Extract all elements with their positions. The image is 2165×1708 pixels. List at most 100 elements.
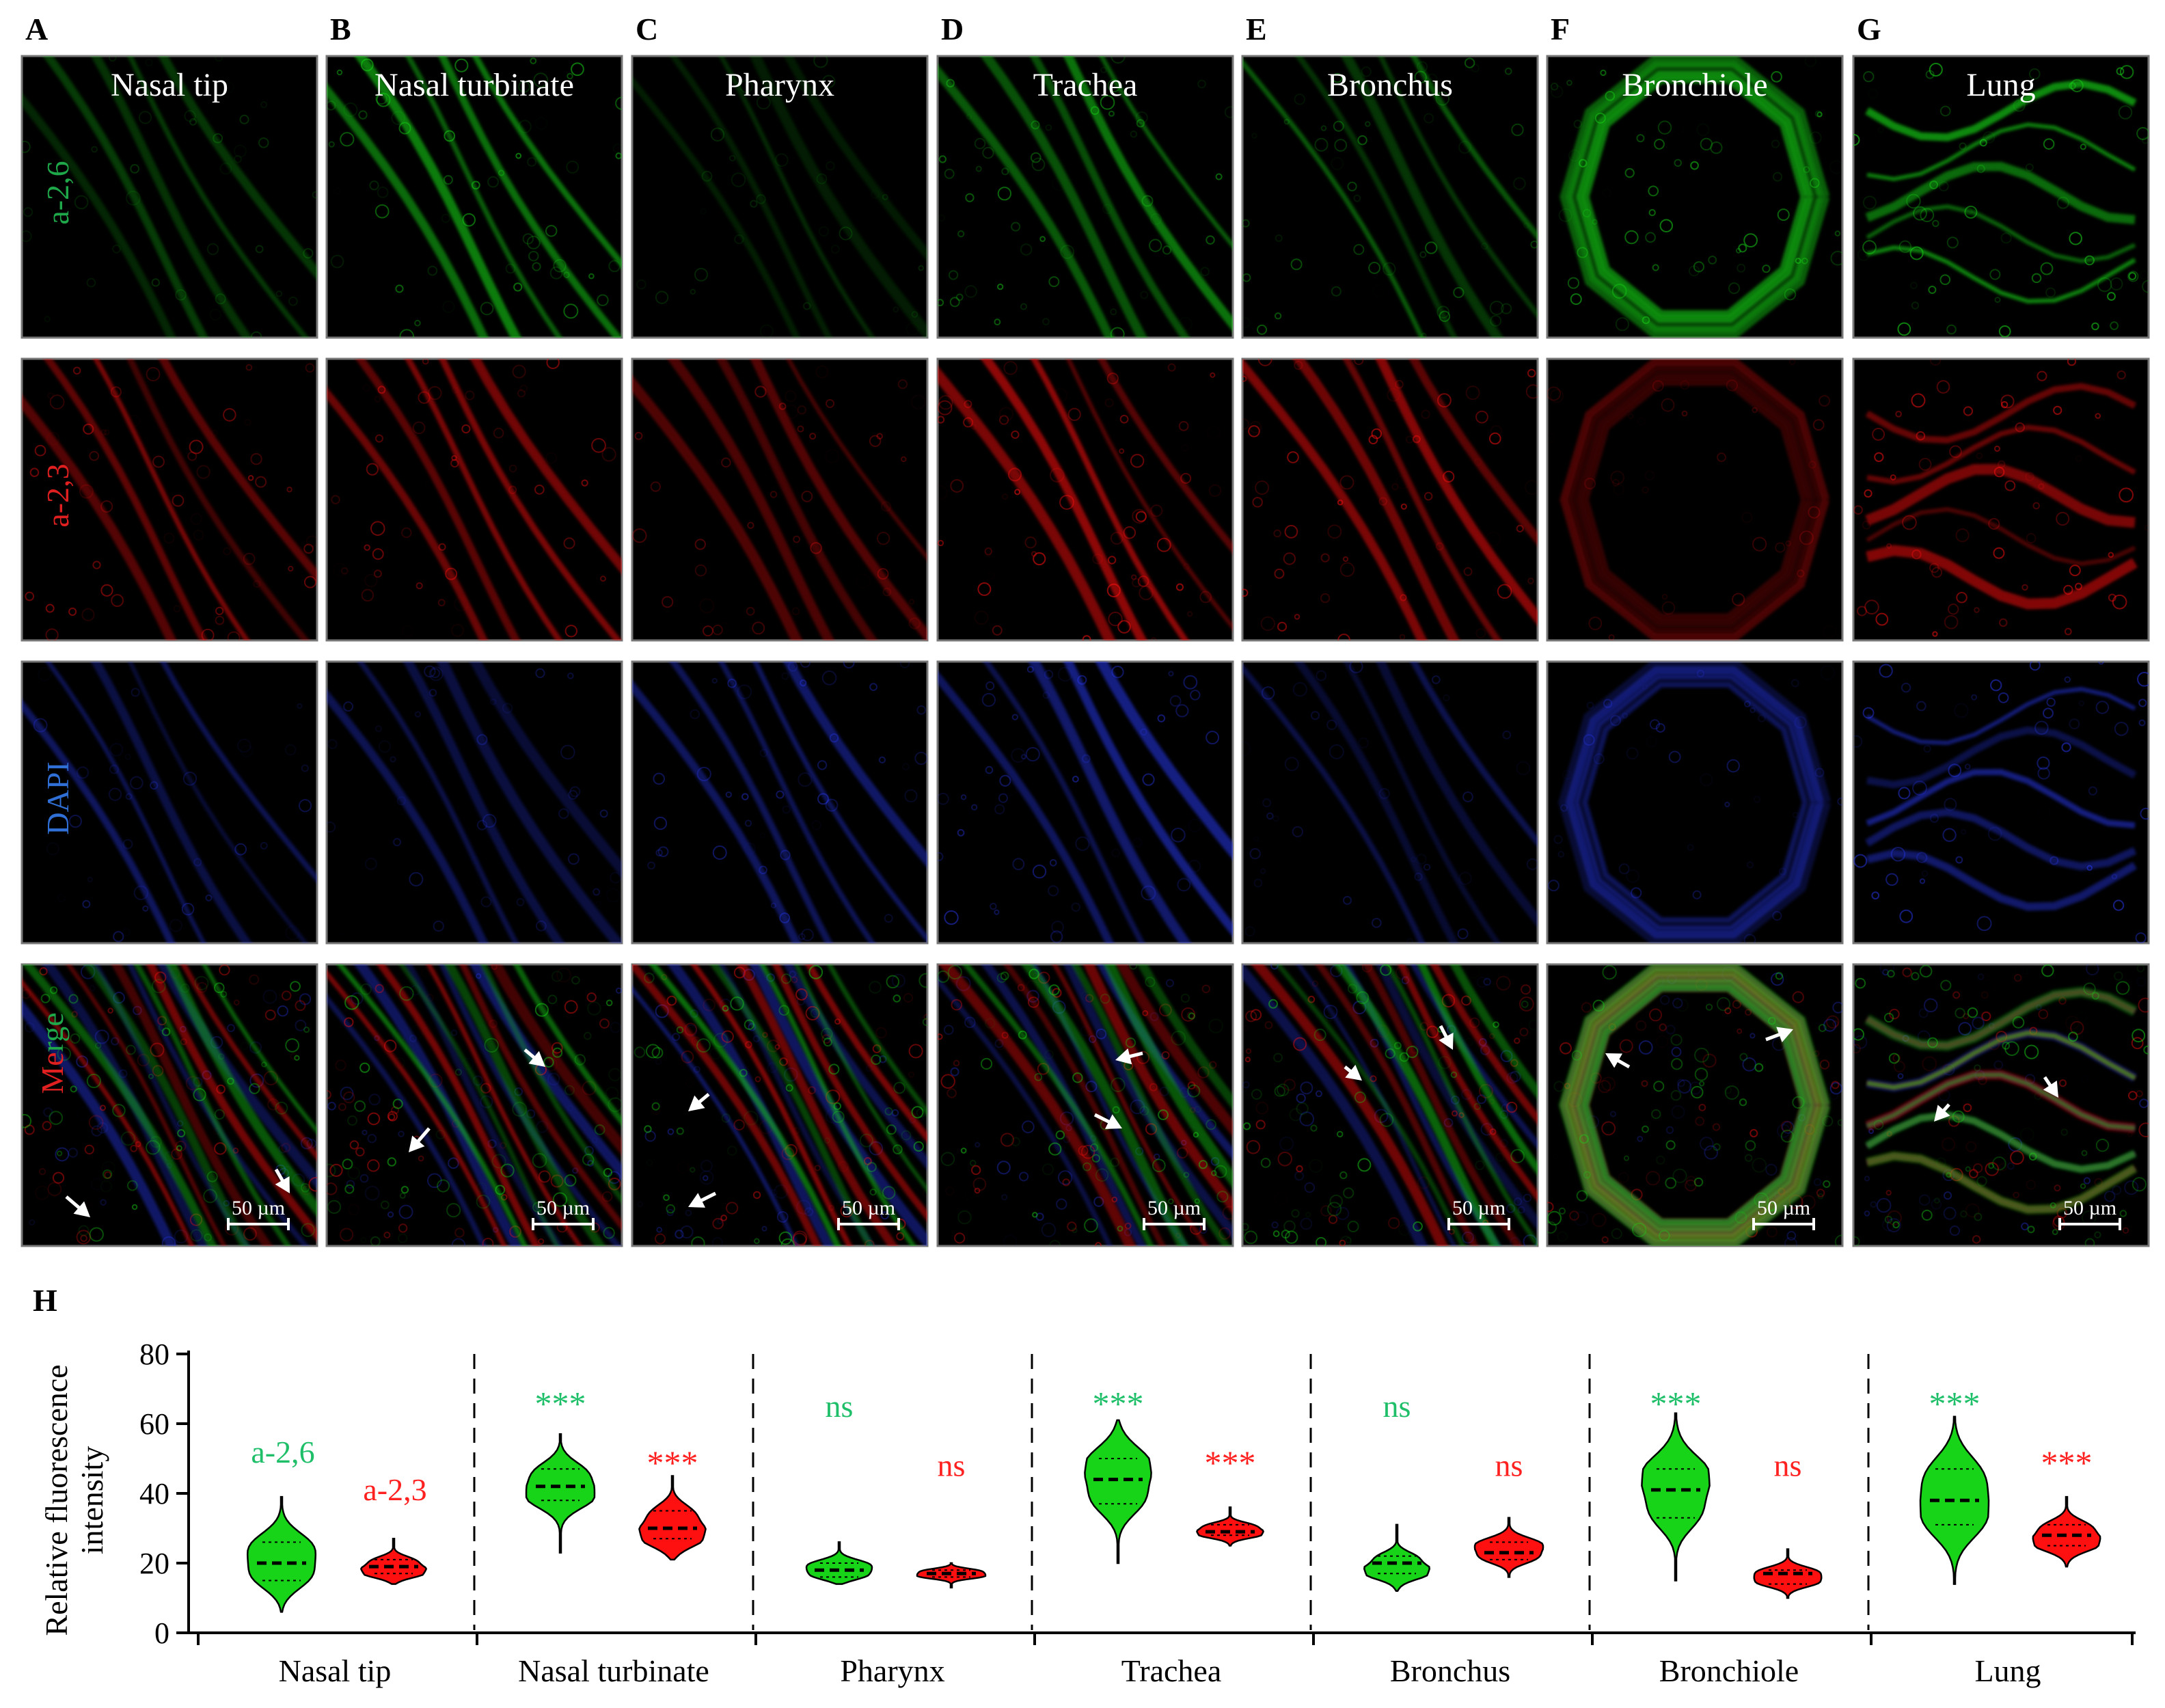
micrograph-panel: Nasal tip a-2,6 [21, 55, 318, 339]
scale-bar-label: 50 µm [1757, 1197, 1810, 1219]
micrograph-panel [325, 357, 623, 642]
micrograph-panel: 50 µm [325, 963, 623, 1247]
significance-label: *** [1205, 1443, 1256, 1482]
significance-label: ns [826, 1389, 854, 1424]
panel-frame [325, 55, 623, 339]
tissue-texture [1242, 964, 1538, 1246]
tissue-texture [1547, 662, 1842, 943]
significance-label: *** [1093, 1384, 1144, 1422]
tissue-texture [1242, 359, 1538, 640]
violin-a-2,3 [638, 1475, 707, 1561]
tissue-texture [327, 964, 622, 1246]
y-axis-label: Relative fluorescenceintensity [39, 1364, 109, 1636]
arrow-icon [409, 1135, 425, 1152]
tissue-texture [327, 662, 622, 943]
significance-label: *** [647, 1443, 698, 1482]
micrograph-panel: 50 µm [1546, 963, 1844, 1247]
scale-bar-label: 50 µm [2063, 1197, 2116, 1219]
violin-a-2,6 [525, 1433, 596, 1554]
violin-body [525, 1433, 596, 1554]
panel-frame [1241, 660, 1539, 945]
y-tick-label: 20 [139, 1547, 169, 1580]
x-tick-label: Nasal turbinate [518, 1653, 709, 1688]
micrograph-panel [1241, 357, 1539, 642]
significance-label: ns [1774, 1448, 1802, 1483]
tissue-texture [1853, 62, 2149, 338]
channel-label: a-2,6 [40, 161, 75, 224]
panel-letter: D [941, 12, 964, 46]
tissue-texture [1550, 56, 1842, 338]
tissue-texture [632, 359, 927, 640]
violin-chart: H Relative fluorescenceintensity 0 20 40 60 80… [33, 1283, 2136, 1688]
tissue-title: Pharynx [725, 67, 834, 103]
panel-frame [1546, 660, 1844, 945]
scale-bar-label: 50 µm [1147, 1197, 1201, 1219]
x-tick-label: Trachea [1121, 1653, 1221, 1688]
arrow-icon [688, 1193, 706, 1208]
x-tick-label: Nasal tip [279, 1653, 392, 1688]
micrograph-panel: Nasal turbinate [325, 55, 623, 339]
violin-a-2,6 [1641, 1412, 1711, 1582]
significance-label: ns [1383, 1389, 1411, 1424]
significance-label: ns [938, 1448, 966, 1483]
micrograph-panel [936, 357, 1234, 642]
channel-label: a-2,3 [40, 463, 75, 527]
micrograph-panel: 50 µm [1852, 963, 2150, 1247]
micrograph-panel: Pharynx [631, 55, 929, 339]
violin-a-2,3 [359, 1538, 428, 1585]
merge-label-part: rge [35, 1012, 70, 1052]
violin-body [1363, 1523, 1430, 1592]
violin-a-2,6 [1919, 1415, 1990, 1585]
significance-label: *** [535, 1384, 586, 1422]
y-tick-label: 80 [139, 1338, 169, 1371]
violin-body [1196, 1506, 1264, 1547]
violin-a-2,6 [1084, 1419, 1152, 1564]
tissue-texture [327, 56, 622, 338]
tissue-texture [22, 56, 317, 338]
x-tick-label: Lung [1974, 1653, 2041, 1688]
arrow-icon [688, 1095, 705, 1111]
micrograph-panel [936, 660, 1234, 945]
y-tick-label: 40 [139, 1477, 169, 1510]
arrow-icon [1439, 1032, 1454, 1050]
scale-bar-label: 50 µm [536, 1197, 590, 1219]
tissue-texture [632, 964, 927, 1246]
micrograph-panel: Bronchiole [1546, 55, 1844, 339]
arrow-icon [275, 1176, 290, 1193]
arrow-icon [1776, 1027, 1793, 1042]
tissue-texture [1242, 662, 1538, 943]
tissue-texture [1242, 56, 1538, 338]
arrow-icon [528, 1050, 545, 1067]
micrograph-panel [631, 660, 929, 945]
violin-body [638, 1475, 707, 1561]
x-tick-label: Pharynx [840, 1653, 944, 1688]
tissue-texture [632, 56, 927, 338]
tissue-texture [938, 964, 1233, 1246]
panel-letter: G [1857, 12, 1881, 46]
micrograph-panel [325, 660, 623, 945]
tissue-texture [22, 662, 317, 943]
micrograph-panel: 50 µm [1241, 963, 1539, 1247]
y-axis-label-line1: Relative fluorescence [39, 1364, 74, 1636]
violin-body [2032, 1495, 2101, 1568]
tissue-texture [1853, 359, 2149, 637]
violin-body [916, 1562, 987, 1588]
tissue-texture [1853, 964, 2149, 1246]
violin-a-2,6 [1363, 1523, 1430, 1592]
significance-label: *** [1650, 1384, 1702, 1422]
scale-bar-label: 50 µm [842, 1197, 895, 1219]
violin-a-2,3 [2032, 1495, 2101, 1568]
panel-letter: E [1246, 12, 1267, 46]
legend-a26: a-2,6 [251, 1435, 314, 1469]
tissue-title: Nasal turbinate [375, 67, 574, 103]
tissue-title: Bronchus [1327, 67, 1453, 103]
micrograph-panel: Merge 50 µm [21, 963, 318, 1247]
arrow-icon [1345, 1064, 1362, 1081]
micrograph-panel [631, 357, 929, 642]
tissue-texture [938, 662, 1233, 943]
violin-a-2,3 [916, 1562, 987, 1588]
violin-body [1473, 1517, 1544, 1578]
arrow-icon [2043, 1081, 2058, 1098]
tissue-title: Nasal tip [111, 67, 228, 103]
